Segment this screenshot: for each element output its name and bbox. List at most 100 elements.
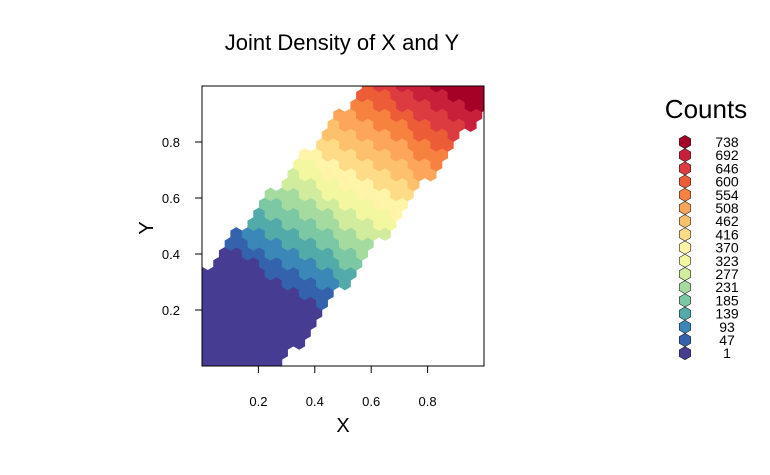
hexbin-cell xyxy=(202,306,208,321)
hexbin-cell xyxy=(224,276,237,291)
legend-swatch xyxy=(678,293,692,308)
hexbin-cell xyxy=(224,296,237,311)
hexbin-cell xyxy=(378,88,391,103)
hexbin-cell xyxy=(230,306,243,321)
hexbin-cell xyxy=(293,316,306,330)
hexbin-cell xyxy=(253,266,266,281)
hexbin-cell xyxy=(287,207,300,222)
legend-label: 416 xyxy=(715,226,739,242)
hexbin-cell xyxy=(304,316,317,330)
hexbin-cell xyxy=(321,167,334,182)
hexbin-cell xyxy=(327,217,340,231)
hexbin-cell xyxy=(316,276,328,291)
hexbin-cell xyxy=(281,217,294,231)
hexbin-cell xyxy=(338,217,351,231)
hexbin-cell xyxy=(390,108,403,123)
hexbin-cell xyxy=(373,157,386,172)
hexbin-cell xyxy=(236,316,248,330)
hexbin-cell xyxy=(258,316,271,330)
hexbin-cell xyxy=(270,355,283,366)
hexbin-cell xyxy=(264,266,277,281)
hexbin-cell xyxy=(378,108,391,123)
hexbin-cell xyxy=(344,207,357,222)
hexbin-cell xyxy=(304,276,317,291)
hexbin-cell xyxy=(281,177,294,192)
hexbin-cell xyxy=(361,86,374,93)
hexbin-cell xyxy=(316,177,328,192)
hexbin-cell xyxy=(281,336,294,350)
hexbin-cell xyxy=(458,108,471,123)
hexbin-cell xyxy=(230,345,243,360)
hexbin-cell xyxy=(230,286,243,301)
hexbin-cell xyxy=(396,157,408,172)
hexbin-cell xyxy=(202,286,208,301)
hexbin-cell xyxy=(338,138,351,152)
hexbin-cell xyxy=(378,207,391,222)
hexbin-cell xyxy=(356,207,368,222)
hexbin-cell xyxy=(202,296,214,311)
hexbin-cell xyxy=(327,197,340,212)
hexbin-cell xyxy=(367,227,380,241)
hexbin-cell xyxy=(202,266,208,281)
hexbin-cell xyxy=(384,86,397,93)
hexbin-cell xyxy=(247,237,260,251)
hexbin-cell xyxy=(367,88,380,103)
legend-title: Counts xyxy=(665,94,747,124)
hexbin-cell xyxy=(270,237,283,251)
hexbin-cell xyxy=(287,167,300,182)
legend: Counts 738692646600554508462416370323277… xyxy=(665,94,747,361)
hexbin-cell xyxy=(287,227,300,241)
hexbin-cell xyxy=(407,98,420,113)
hexbin-cell xyxy=(287,187,300,202)
legend-swatch xyxy=(678,187,692,202)
hexbin-cell xyxy=(264,187,277,202)
hexbin-cell xyxy=(304,237,317,251)
legend-label: 323 xyxy=(715,253,739,269)
hexbin-cell xyxy=(481,90,484,101)
hexbin-cell xyxy=(281,197,294,212)
hexbin-cell xyxy=(264,306,277,321)
legend-label: 139 xyxy=(715,306,739,322)
hexbin-cell xyxy=(418,98,431,113)
hexbin-cell xyxy=(230,227,243,241)
hexbin-cell xyxy=(333,207,346,222)
hexbin-cell xyxy=(453,118,466,132)
hexbin-cell xyxy=(276,306,288,321)
hexbin-cell xyxy=(281,276,294,291)
hexbin-cell xyxy=(378,128,391,142)
hexbin-cell xyxy=(436,108,448,123)
hexbin-cell xyxy=(276,227,288,241)
hexbin-cell xyxy=(430,98,443,113)
hexbin-cell xyxy=(384,98,397,113)
hexbin-cell xyxy=(378,187,391,202)
hexbin-cell xyxy=(350,237,363,251)
hexbin-cell xyxy=(276,326,288,340)
hexbin-cell xyxy=(390,128,403,142)
hexbin-cell xyxy=(230,326,243,340)
hexbin-cell xyxy=(230,246,243,261)
hexbin-cell xyxy=(396,138,408,152)
hexbin-cell xyxy=(338,118,351,132)
hexbin-cell xyxy=(327,237,340,251)
hexbin-cell xyxy=(378,167,391,182)
x-tick-label: 0.2 xyxy=(249,394,267,409)
hexbin-cell xyxy=(293,276,306,291)
legend-label: 646 xyxy=(715,160,739,176)
hexbin-cell xyxy=(413,128,426,142)
legend-label: 554 xyxy=(715,187,739,203)
hexbin-cell xyxy=(258,276,271,291)
hexbin-cell xyxy=(413,167,426,182)
legend-swatch xyxy=(678,253,692,268)
hexbin-cell xyxy=(418,118,431,132)
hexbin-cell xyxy=(356,128,368,142)
hexbin-cell xyxy=(264,227,277,241)
hexbin-cell xyxy=(384,157,397,172)
hexbin-cell xyxy=(441,98,454,113)
hexbin-cell xyxy=(333,167,346,182)
hexbin-cell xyxy=(344,128,357,142)
hexbin-cell xyxy=(373,138,386,152)
hexbin-cell xyxy=(298,326,311,340)
hexbin-cell xyxy=(344,108,357,123)
hexbin-cell xyxy=(316,157,328,172)
y-axis-label: Y xyxy=(136,221,158,234)
